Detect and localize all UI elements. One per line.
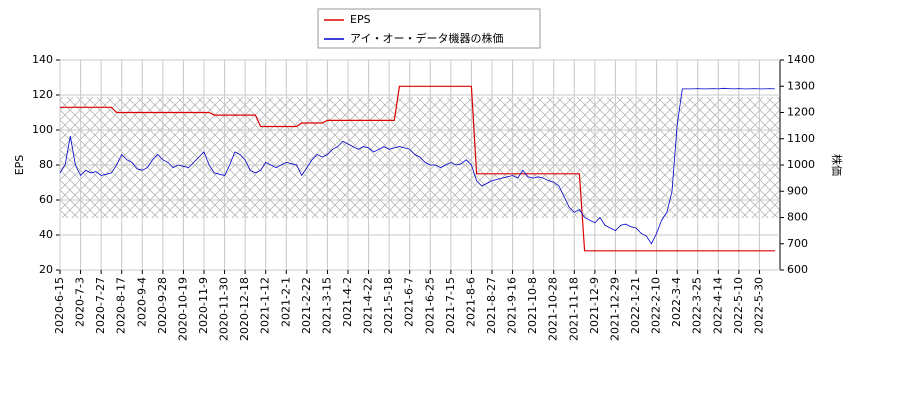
x-tick-label: 2021-6-25 <box>423 277 436 334</box>
x-tick-label: 2020-10-19 <box>176 277 189 341</box>
x-tick-label: 2020-12-18 <box>238 277 251 341</box>
y2-tick-label: 1100 <box>787 132 815 145</box>
legend-label: アイ・オー・データ機器の株価 <box>350 31 503 45</box>
x-tick-label: 2021-4-22 <box>362 277 375 334</box>
x-tick-label: 2020-7-3 <box>74 277 87 327</box>
x-tick-label: 2021-9-16 <box>506 277 519 334</box>
y2-tick-label: 1000 <box>787 158 815 171</box>
x-tick-label: 2021-12-29 <box>608 277 621 341</box>
x-tick-label: 2021-5-18 <box>382 277 395 334</box>
y2-tick-label: 1200 <box>787 106 815 119</box>
x-tick-label: 2021-4-2 <box>341 277 354 327</box>
x-tick-label: 2021-11-18 <box>567 277 580 341</box>
x-tick-label: 2020-9-28 <box>156 277 169 334</box>
y2-tick-label: 1400 <box>787 53 815 66</box>
x-tick-label: 2021-3-15 <box>320 277 333 334</box>
y2-tick-label: 1300 <box>787 79 815 92</box>
x-tick-label: 2021-10-28 <box>547 277 560 341</box>
y-tick-label: 120 <box>32 88 53 101</box>
y-tick-label: 60 <box>39 193 53 206</box>
y2-tick-label: 800 <box>787 211 808 224</box>
x-tick-label: 2021-7-15 <box>444 277 457 334</box>
x-tick-label: 2021-1-12 <box>259 277 272 334</box>
y2-tick-label: 700 <box>787 237 808 250</box>
x-tick-label: 2022-1-21 <box>629 277 642 334</box>
x-tick-label: 2022-3-25 <box>691 277 704 334</box>
y-tick-label: 20 <box>39 263 53 276</box>
y2-tick-label: 600 <box>787 263 808 276</box>
x-tick-label: 2022-2-10 <box>650 277 663 334</box>
x-tick-label: 2021-12-9 <box>588 277 601 334</box>
x-tick-label: 2020-9-4 <box>135 277 148 327</box>
series-line <box>59 87 775 245</box>
y-tick-label: 140 <box>32 53 53 66</box>
y2-axis-label: 株価 <box>830 154 844 176</box>
y-axis-label: EPS <box>13 155 26 176</box>
x-tick-label: 2021-10-8 <box>526 277 539 334</box>
series-line <box>60 85 775 252</box>
x-tick-label: 2021-6-7 <box>403 277 416 327</box>
x-tick-label: 2021-8-6 <box>464 277 477 327</box>
y-tick-label: 100 <box>32 123 53 136</box>
x-tick-label: 2021-8-27 <box>485 277 498 334</box>
y2-tick-label: 900 <box>787 184 808 197</box>
x-tick-label: 2021-2-1 <box>279 277 292 327</box>
x-tick-label: 2022-5-30 <box>752 277 765 334</box>
x-tick-label: 2020-8-17 <box>115 277 128 334</box>
x-tick-label: 2020-7-27 <box>94 277 107 334</box>
x-tick-label: 2021-2-22 <box>300 277 313 334</box>
x-tick-label: 2022-5-10 <box>732 277 745 334</box>
x-tick-label: 2020-11-9 <box>197 277 210 334</box>
x-tick-label: 2022-3-4 <box>670 277 683 327</box>
x-tick-label: 2022-4-14 <box>711 277 724 334</box>
x-tick-label: 2020-6-15 <box>53 277 66 334</box>
legend-label: EPS <box>350 13 371 26</box>
y-tick-label: 80 <box>39 158 53 171</box>
x-tick-label: 2020-11-30 <box>218 277 231 341</box>
legend <box>317 8 541 49</box>
y-tick-label: 40 <box>39 228 53 241</box>
